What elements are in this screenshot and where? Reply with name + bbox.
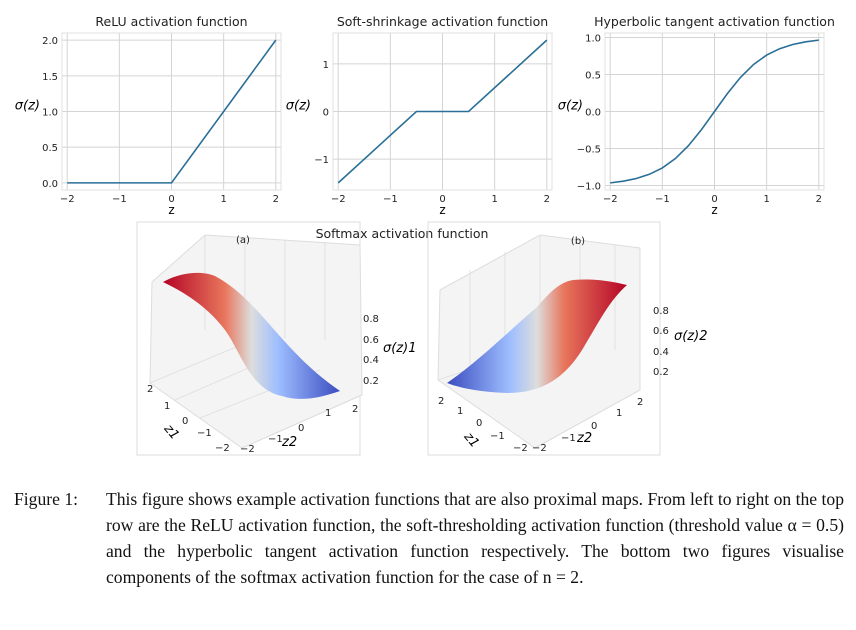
zlabel: σ(z)2 bbox=[674, 329, 707, 344]
x-tick-label: −1 bbox=[112, 194, 127, 205]
caption-label: Figure 1: bbox=[14, 489, 79, 509]
y-tick-label: 0.0 bbox=[42, 179, 58, 190]
y-tick-label: −0.5 bbox=[577, 145, 601, 156]
ztick: 0.2 bbox=[363, 376, 379, 387]
ytick: 1 bbox=[325, 408, 331, 419]
softmax-title: Softmax activation function bbox=[316, 226, 489, 241]
y-tick-label: −1 bbox=[314, 155, 329, 166]
x-tick-label: 1 bbox=[491, 194, 497, 205]
y-tick-label: 0.0 bbox=[585, 108, 601, 119]
xtick: −1 bbox=[197, 428, 212, 439]
xtick: −2 bbox=[215, 443, 230, 454]
xtick: 1 bbox=[164, 401, 170, 412]
x-tick-label: −2 bbox=[603, 194, 618, 205]
panel-frame bbox=[427, 221, 661, 456]
ztick: 0.8 bbox=[363, 314, 379, 325]
y-tick-label: 2.0 bbox=[42, 36, 58, 47]
xlabel: z1 bbox=[460, 429, 482, 451]
series-line bbox=[337, 39, 548, 184]
x-tick-label: 1 bbox=[763, 194, 769, 205]
ztick: 0.2 bbox=[653, 367, 669, 378]
xtick: 2 bbox=[438, 396, 444, 407]
surface-b bbox=[447, 279, 627, 393]
ztick: 0.6 bbox=[363, 335, 379, 346]
xtick: 0 bbox=[182, 416, 188, 427]
ylabel: z2 bbox=[576, 431, 592, 446]
xtick: −2 bbox=[513, 443, 528, 454]
x-tick-label: −1 bbox=[383, 194, 398, 205]
xlabel: z1 bbox=[160, 421, 182, 443]
x-tick-label: −2 bbox=[331, 194, 346, 205]
plot-frame bbox=[332, 32, 553, 191]
x-tick-label: 0 bbox=[439, 194, 445, 205]
x-axis-label: z bbox=[711, 203, 717, 217]
softmax-panel-b: (b) 0.8 0.6 0.4 0.2 σ(z)2 2 1 0 −1 −2 −2… bbox=[427, 221, 707, 456]
ytick: −1 bbox=[561, 433, 576, 444]
x-tick-label: −2 bbox=[60, 194, 75, 205]
surface-a bbox=[163, 272, 340, 399]
y-tick-label: 1.5 bbox=[42, 72, 58, 83]
y-tick-label: 0.5 bbox=[42, 143, 58, 154]
series-line bbox=[67, 39, 277, 184]
x-axis-label: z bbox=[168, 203, 174, 217]
chart-title: Hyperbolic tangent activation function bbox=[594, 14, 835, 29]
ytick: 1 bbox=[616, 408, 622, 419]
panel-label-a: (a) bbox=[236, 235, 250, 246]
x-tick-label: 1 bbox=[220, 194, 226, 205]
xtick: 0 bbox=[476, 418, 482, 429]
xtick: −1 bbox=[490, 431, 505, 442]
x-tick-label: 2 bbox=[816, 194, 822, 205]
chart-2: −2 −1 0 1 2 −1 0 1 Soft-shrinkage activation fun… bbox=[286, 14, 553, 217]
ztick: 0.4 bbox=[363, 355, 379, 366]
xtick: 2 bbox=[147, 384, 153, 395]
ytick: −2 bbox=[532, 443, 547, 454]
series-line bbox=[610, 39, 819, 184]
y-tick-label: 1.0 bbox=[585, 33, 601, 44]
ytick: 0 bbox=[298, 423, 304, 434]
ylabel: z2 bbox=[281, 435, 297, 450]
y-tick-label: −1.0 bbox=[577, 182, 601, 193]
y-axis-label: σ(z) bbox=[15, 99, 40, 114]
y-tick-label: 1 bbox=[323, 60, 329, 71]
chart-title: ReLU activation function bbox=[95, 14, 247, 29]
y-tick-label: 0 bbox=[323, 108, 329, 119]
caption-text: This figure shows example activation fun… bbox=[106, 489, 844, 587]
figure-caption: Figure 1: This figure shows example acti… bbox=[14, 486, 844, 590]
xtick: 1 bbox=[457, 406, 463, 417]
plot-frame bbox=[604, 32, 825, 191]
chart-1: −2 −1 0 1 2 0.0 0.5 1.0 1.5 2.0 ReLU activation fu… bbox=[15, 14, 282, 217]
ytick: −2 bbox=[240, 444, 255, 455]
ytick: 0 bbox=[591, 421, 597, 432]
y-axis-label: σ(z) bbox=[558, 99, 583, 114]
ztick: 0.4 bbox=[653, 347, 669, 358]
zlabel: σ(z)1 bbox=[383, 341, 416, 356]
ytick: 2 bbox=[352, 404, 358, 415]
y-axis-label: σ(z) bbox=[286, 99, 311, 114]
chart-title: Soft-shrinkage activation function bbox=[337, 14, 548, 29]
chart-3: −2 −1 0 1 2 −1.0 −0.5 0.0 0.5 1.0 Hyperbolic tange… bbox=[558, 14, 835, 217]
softmax-panel-a: (a) Softmax activation function 0.8 0.6 … bbox=[136, 221, 489, 456]
x-tick-label: 2 bbox=[273, 194, 279, 205]
y-tick-label: 0.5 bbox=[585, 70, 601, 81]
x-tick-label: 2 bbox=[544, 194, 550, 205]
ztick: 0.8 bbox=[653, 306, 669, 317]
x-tick-label: −1 bbox=[655, 194, 670, 205]
x-tick-label: 0 bbox=[711, 194, 717, 205]
x-tick-label: 0 bbox=[168, 194, 174, 205]
ytick: 2 bbox=[637, 397, 643, 408]
y-tick-label: 1.0 bbox=[42, 108, 58, 119]
x-axis-label: z bbox=[439, 203, 445, 217]
ztick: 0.6 bbox=[653, 326, 669, 337]
ytick: −1 bbox=[268, 434, 283, 445]
plot-frame bbox=[61, 32, 282, 191]
panel-label-b: (b) bbox=[571, 236, 585, 247]
